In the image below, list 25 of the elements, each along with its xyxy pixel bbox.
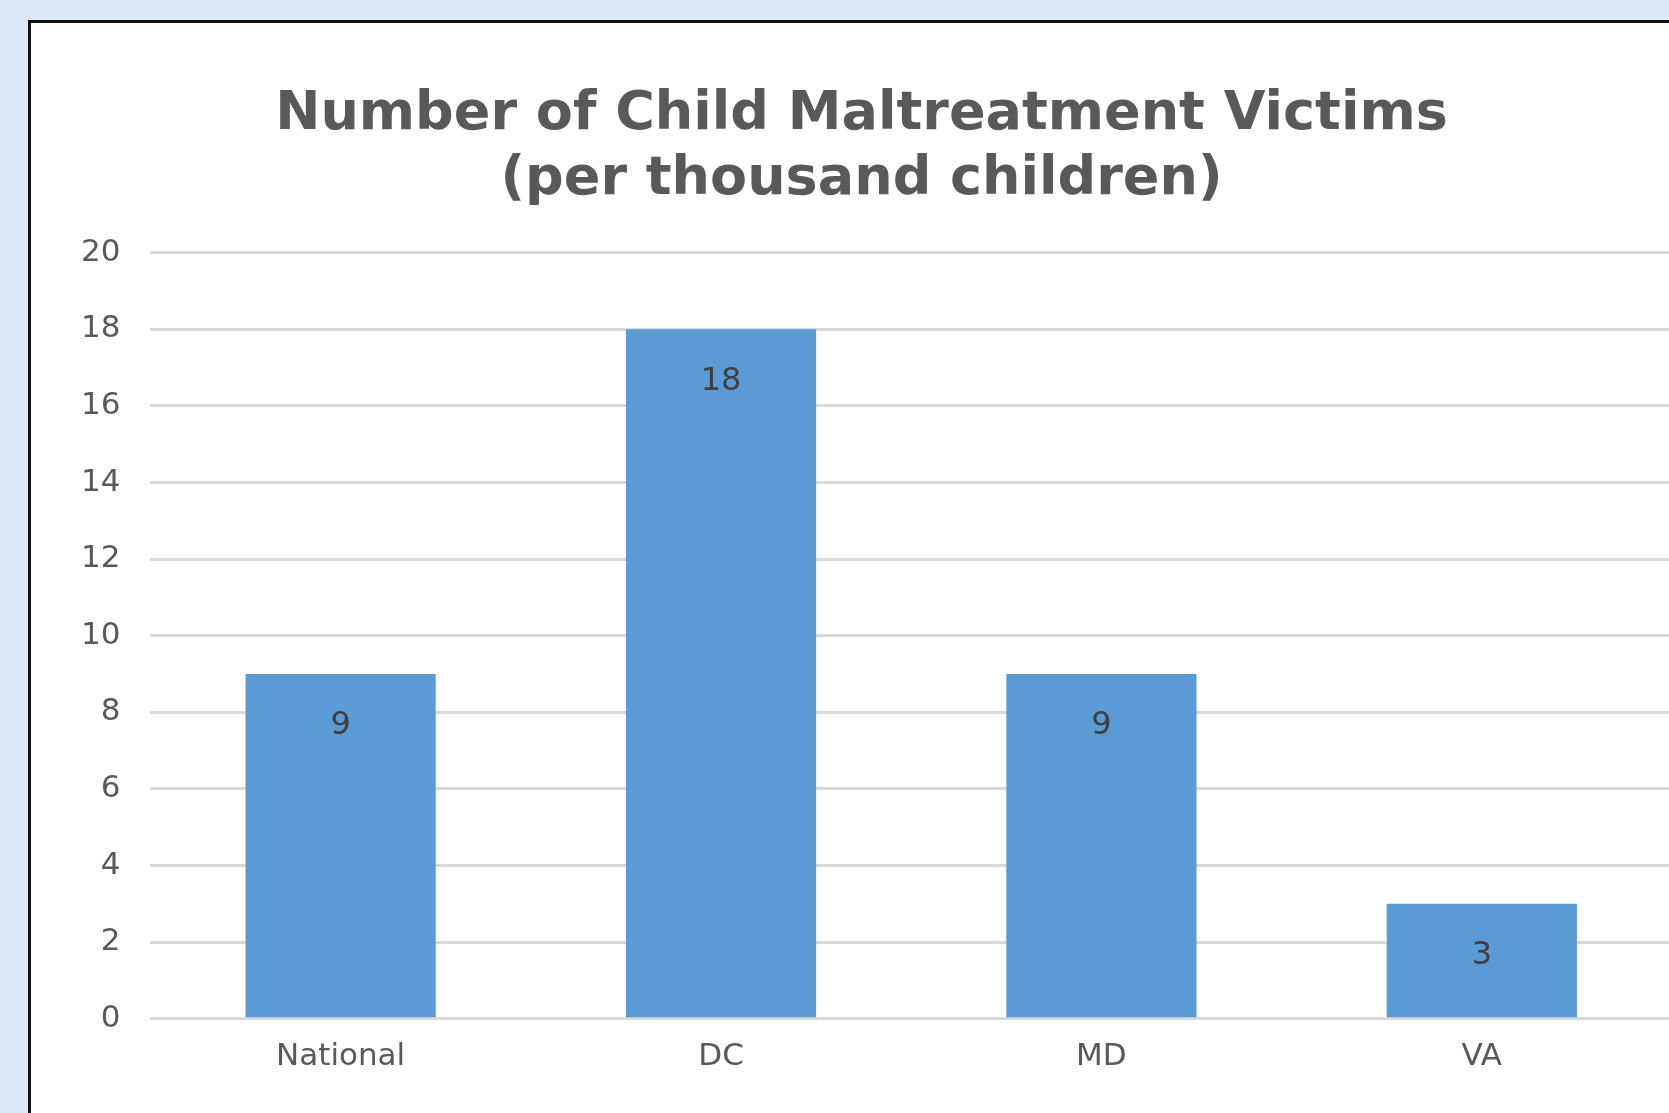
y-tick-label: 20 [80, 231, 121, 268]
x-tick-label: National [276, 1036, 406, 1073]
data-label: 18 [700, 359, 742, 398]
y-tick-label: 18 [80, 308, 121, 345]
y-tick-label: 14 [80, 461, 121, 498]
y-tick-label: 8 [100, 691, 121, 728]
y-tick-label: 0 [100, 997, 121, 1034]
bar [1006, 674, 1197, 1018]
bar [625, 329, 817, 1018]
x-tick-label: DC [698, 1036, 744, 1073]
y-tick-label: 4 [100, 844, 121, 881]
text: (per thousand children) [500, 144, 1223, 208]
y-tick-label: 10 [80, 614, 121, 651]
bar [245, 674, 436, 1018]
data-label: 3 [1471, 934, 1492, 973]
data-label: 9 [1091, 704, 1112, 743]
data-label: 9 [330, 704, 351, 743]
y-tick-label: 16 [80, 384, 121, 421]
y-tick-label: 12 [80, 538, 121, 575]
y-tick-label: 2 [100, 921, 121, 958]
y-tick-label: 6 [100, 767, 121, 804]
x-tick-label: MD [1076, 1036, 1127, 1073]
bar [1386, 903, 1577, 1018]
x-tick-label: VA [1461, 1036, 1503, 1073]
text: Number of Child Maltreatment Victims [275, 79, 1448, 143]
